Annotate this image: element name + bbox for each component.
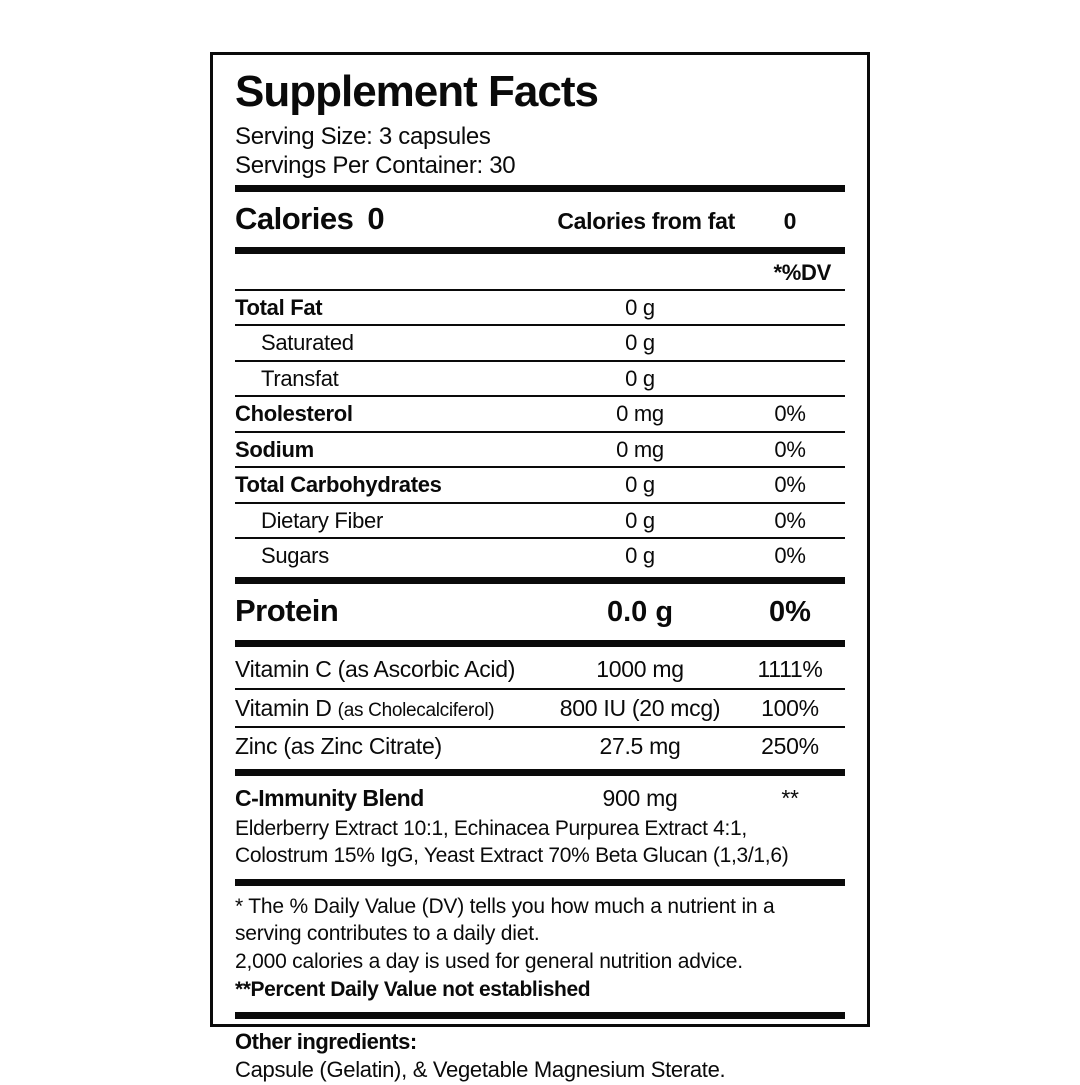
panel-title: Supplement Facts [235, 67, 599, 116]
divider-thin [235, 537, 845, 540]
nutrient-dv: 0% [774, 472, 806, 498]
divider-thin [235, 466, 845, 469]
row-sugars: Sugars 0 g 0% [235, 539, 845, 573]
vitamin-amount: 1000 mg [596, 655, 684, 682]
divider-thin [235, 395, 845, 398]
nutrient-name: Transfat [261, 365, 339, 391]
nutrient-name: Saturated [261, 330, 354, 356]
vitamin-dv: 100% [761, 694, 819, 721]
vitamin-name-text: Zinc [235, 733, 278, 760]
vitamin-form: (as Zinc Citrate) [283, 733, 442, 760]
servings-per-container: Servings Per Container: 30 [235, 151, 516, 179]
other-ingredients-value: Capsule (Gelatin), & Vegetable Magnesium… [235, 1057, 726, 1083]
blend-name: C-Immunity Blend [235, 785, 424, 812]
vitamin-name-text: Vitamin D [235, 694, 332, 721]
vitamin-amount: 27.5 mg [599, 733, 681, 760]
nutrient-amount: 0 mg [616, 401, 664, 427]
vitamin-dv: 250% [761, 733, 819, 760]
blend-ingredients-line1: Elderberry Extract 10:1, Echinacea Purpu… [235, 816, 747, 840]
footnotes: * The % Daily Value (DV) tells you how m… [235, 890, 845, 1008]
divider-thick [235, 184, 845, 192]
nutrient-name: Total Carbohydrates [235, 472, 442, 498]
calories-from-fat-value: 0 [783, 207, 797, 234]
nutrient-amount: 0 mg [616, 436, 664, 462]
nutrient-name: Sodium [235, 436, 314, 462]
nutrient-name: Sugars [261, 543, 329, 569]
vitamin-form: (as Cholecalciferol) [337, 699, 495, 721]
nutrient-dv: 0% [774, 543, 806, 569]
vitamin-name: Zinc (as Zinc Citrate) [235, 732, 545, 761]
calories-row: Calories 0 Calories from fat 0 [235, 196, 845, 243]
nutrient-amount: 0 g [625, 365, 655, 391]
calorie-footnote: 2,000 calories a day is used for general… [235, 950, 743, 974]
supplement-facts-panel: Supplement Facts Serving Size: 3 capsule… [210, 52, 870, 1082]
protein-amount: 0.0 g [606, 595, 674, 628]
row-total-carbohydrates: Total Carbohydrates 0 g 0% [235, 468, 845, 502]
divider-thick [235, 1011, 845, 1019]
row-vitamin-c: Vitamin C (as Ascorbic Acid) 1000 mg 111… [235, 651, 845, 688]
row-total-fat: Total Fat 0 g [235, 291, 845, 325]
divider-thin [235, 726, 845, 729]
row-protein: Protein 0.0 g 0% [235, 588, 845, 636]
calories-label: Calories [235, 200, 354, 236]
dv-not-established-note: **Percent Daily Value not established [235, 977, 591, 1001]
divider-thin [235, 501, 845, 504]
vitamin-name-text: Vitamin C [235, 655, 332, 682]
blend-ingredients-line2: Colostrum 15% IgG, Yeast Extract 70% Bet… [235, 843, 789, 867]
nutrient-name: Dietary Fiber [261, 507, 384, 533]
nutrient-dv: 0% [774, 507, 806, 533]
nutrient-amount: 0 g [625, 507, 655, 533]
nutrient-dv: 0% [774, 436, 806, 462]
daily-value-header: *%DV [773, 259, 832, 285]
serving-size: Serving Size: 3 capsules [235, 123, 491, 151]
dv-footnote-line1: * The % Daily Value (DV) tells you how m… [235, 894, 775, 918]
other-ingredients-label: Other ingredients: [235, 1028, 417, 1054]
blend-dv: ** [781, 785, 799, 812]
vitamin-form: (as Ascorbic Acid) [337, 655, 516, 682]
calories-value: 0 [367, 200, 385, 236]
row-saturated: Saturated 0 g [235, 326, 845, 360]
divider-thick [235, 246, 845, 254]
calories-from-fat-label: Calories from fat [557, 207, 735, 234]
row-vitamin-d: Vitamin D (as Cholecalciferol) 800 IU (2… [235, 690, 845, 727]
nutrient-amount: 0 g [625, 543, 655, 569]
vitamin-name: Vitamin C (as Ascorbic Acid) [235, 655, 545, 684]
nutrient-dv: 0% [774, 401, 806, 427]
row-transfat: Transfat 0 g [235, 362, 845, 396]
protein-dv: 0% [769, 595, 811, 628]
row-dietary-fiber: Dietary Fiber 0 g 0% [235, 504, 845, 538]
row-sodium: Sodium 0 mg 0% [235, 433, 845, 467]
divider-thick [235, 878, 845, 886]
row-blend: C-Immunity Blend 900 mg ** [235, 780, 845, 815]
blend-amount: 900 mg [602, 785, 678, 812]
divider-thick [235, 769, 845, 777]
nutrient-name: Cholesterol [235, 401, 353, 427]
row-cholesterol: Cholesterol 0 mg 0% [235, 397, 845, 431]
vitamin-name: Vitamin D (as Cholecalciferol) [235, 694, 545, 723]
divider-thin [235, 687, 845, 690]
divider-thin [235, 288, 845, 291]
vitamin-dv: 1111% [757, 655, 823, 682]
protein-label: Protein [235, 592, 339, 628]
nutrient-amount: 0 g [625, 472, 655, 498]
divider-thick [235, 639, 845, 647]
dv-footnote-line2: serving contributes to a daily diet. [235, 922, 540, 946]
nutrient-amount: 0 g [625, 330, 655, 356]
vitamin-amount: 800 IU (20 mcg) [559, 694, 721, 721]
divider-thin [235, 324, 845, 327]
nutrient-name: Total Fat [235, 294, 323, 320]
row-zinc: Zinc (as Zinc Citrate) 27.5 mg 250% [235, 728, 845, 765]
divider-thin [235, 430, 845, 433]
nutrient-amount: 0 g [625, 294, 655, 320]
divider-thick [235, 576, 845, 584]
other-ingredients: Other ingredients: Capsule (Gelatin), & … [235, 1023, 845, 1085]
divider-thin [235, 359, 845, 362]
